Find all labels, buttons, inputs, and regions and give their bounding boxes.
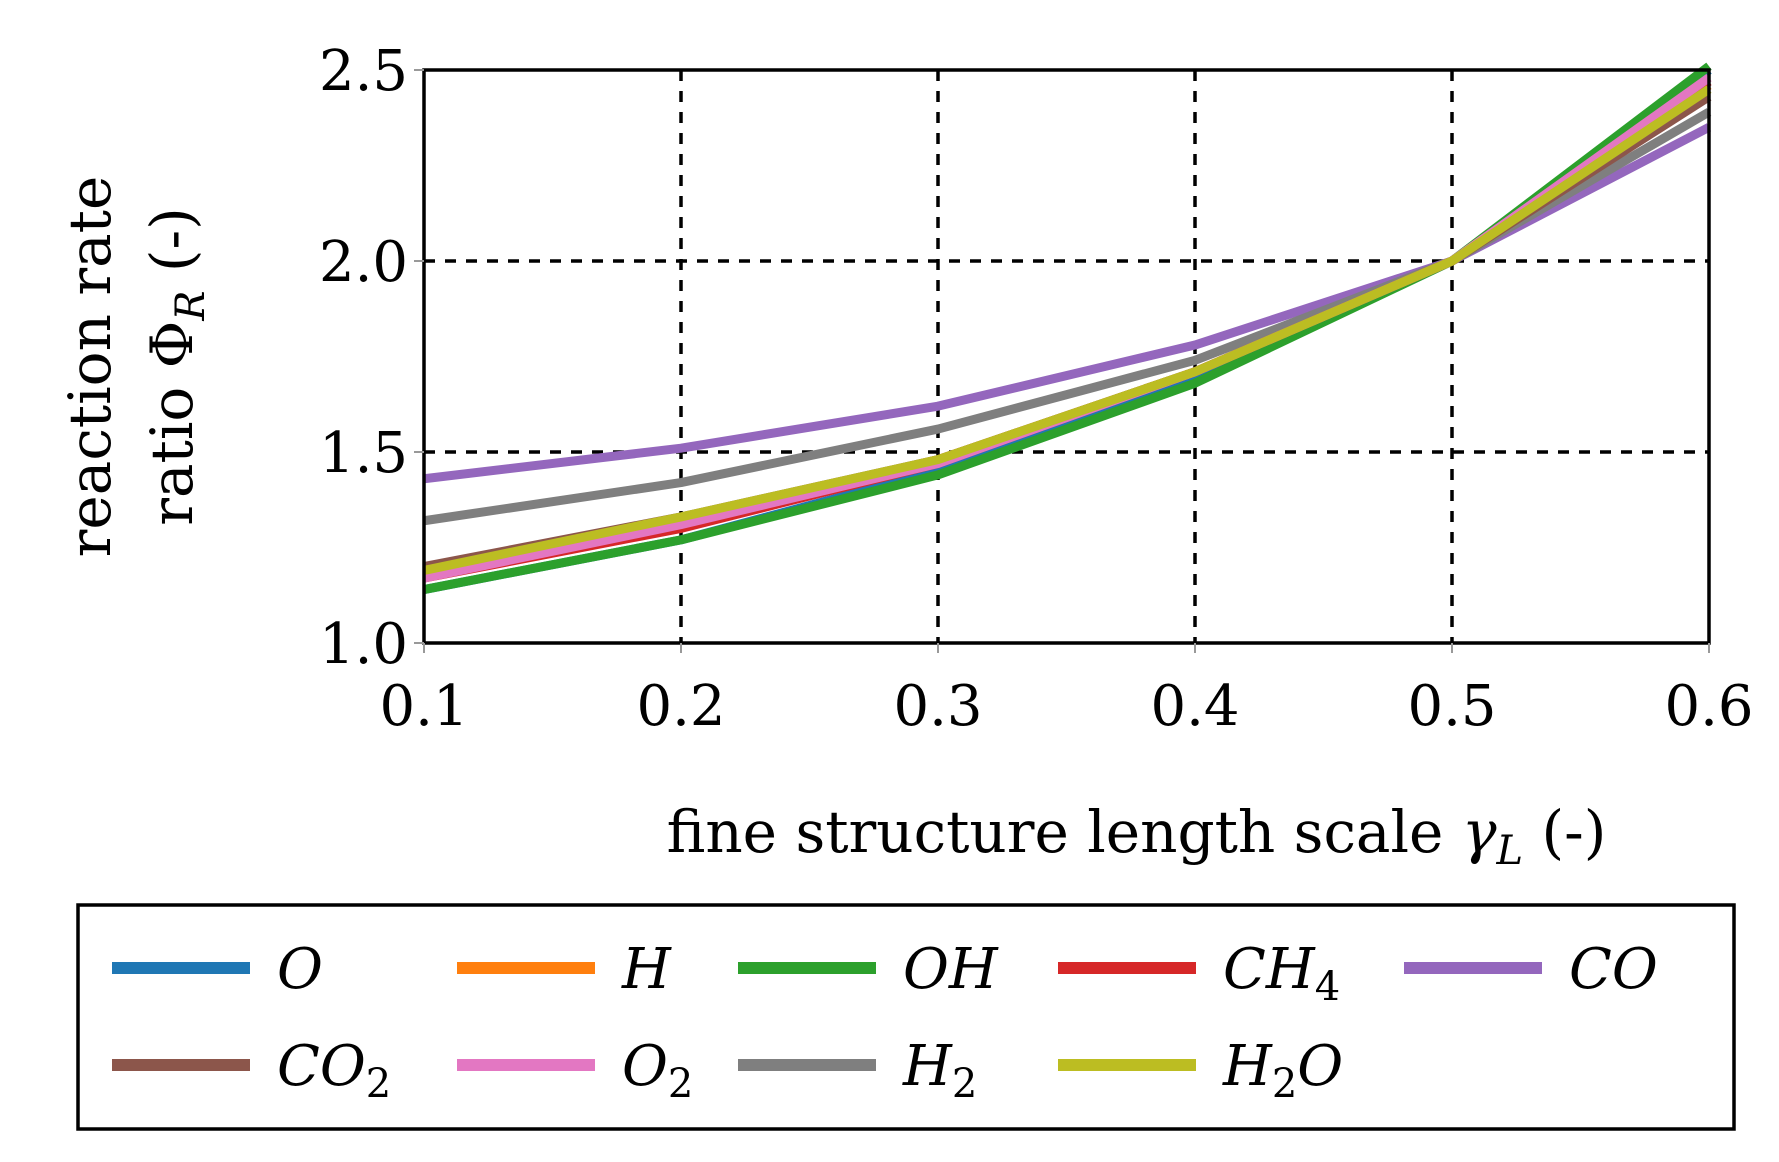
y-axis-label-line2: ratio ΦR (-) xyxy=(138,207,214,526)
y-axis-label: reaction rate ratio ΦR (-) xyxy=(56,176,214,558)
series-line-o xyxy=(423,66,1712,594)
x-tick-label: 0.4 xyxy=(1150,674,1239,739)
grid-lines xyxy=(424,70,1709,643)
x-tick-label: 0.1 xyxy=(379,674,468,739)
legend-label: H xyxy=(621,937,672,1002)
x-axis-label: fine structure length scale γL (-) xyxy=(667,798,1607,874)
legend-item: CH4 xyxy=(1058,937,1340,1010)
series-lines xyxy=(423,62,1712,594)
series-line-ch4 xyxy=(423,77,1712,583)
legend-label: H2 xyxy=(902,1034,977,1107)
x-tick-label: 0.5 xyxy=(1407,674,1496,739)
legend-label: CH4 xyxy=(1223,937,1340,1010)
plot-frame xyxy=(422,68,1711,645)
y-axis-label-line1: reaction rate xyxy=(56,176,124,558)
y-tick-label: 1.0 xyxy=(319,612,408,677)
x-tick-label: 0.2 xyxy=(636,674,725,739)
legend-item: O xyxy=(112,937,323,1002)
legend-label: CO2 xyxy=(277,1034,391,1107)
legend-item: CO xyxy=(1404,937,1658,1002)
legend-item: H xyxy=(457,937,672,1002)
series-line-h xyxy=(423,81,1712,575)
legend-item: O2 xyxy=(457,1034,693,1107)
x-tick-label: 0.3 xyxy=(893,674,982,739)
series-line-h2o xyxy=(423,85,1712,575)
x-tick-label: 0.6 xyxy=(1664,674,1753,739)
legend-label: O2 xyxy=(622,1034,693,1107)
y-tick-label: 1.5 xyxy=(319,421,408,486)
legend-item: OH xyxy=(738,937,999,1002)
axis-ticks: 0.1 0.2 0.3 0.4 0.5 0.6 1.0 1.5 2.0 2.5 xyxy=(319,39,1754,739)
legend xyxy=(76,903,1736,1131)
y-tick-label: 2.0 xyxy=(319,230,408,295)
legend-label: CO xyxy=(1569,937,1658,1002)
series-line-o2 xyxy=(423,73,1712,583)
legend-item: H2O xyxy=(1058,1034,1343,1107)
legend-item: CO2 xyxy=(112,1034,391,1107)
legend-label: H2O xyxy=(1222,1034,1343,1107)
y-tick-label: 2.5 xyxy=(319,39,408,104)
legend-label: O xyxy=(277,937,323,1002)
legend-label: OH xyxy=(903,937,999,1002)
legend-item: H2 xyxy=(738,1034,977,1107)
series-line-oh xyxy=(423,62,1712,594)
